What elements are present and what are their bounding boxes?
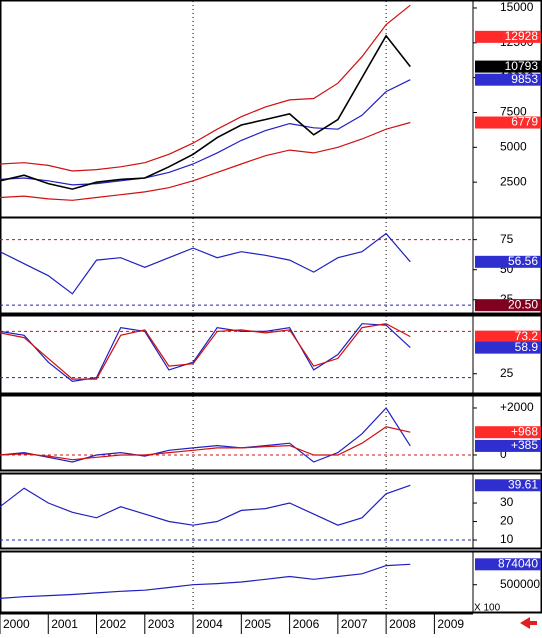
y-tick-label: 5000	[500, 139, 527, 153]
scroll-arrow[interactable]	[520, 617, 537, 629]
unit-note: X 100	[474, 603, 501, 614]
series-line	[0, 79, 411, 186]
series-line	[0, 484, 411, 526]
last-value-box	[475, 426, 541, 439]
y-tick-label: 15000	[500, 0, 534, 14]
last-value-box	[475, 479, 541, 492]
last-value-label: 10793	[505, 59, 539, 73]
y-tick-label: 2500	[500, 174, 527, 188]
last-value-box	[475, 330, 541, 343]
y-tick-label: 20	[500, 514, 514, 528]
x-tick-label: 2008	[389, 617, 416, 631]
last-value-label: 12928	[505, 29, 539, 43]
x-tick-label: 2006	[293, 617, 320, 631]
series-line	[0, 323, 411, 380]
last-value-label: +385	[511, 438, 538, 452]
x-tick-label: 2009	[437, 617, 464, 631]
x-tick-label: 2004	[196, 617, 223, 631]
last-value-box	[475, 73, 541, 86]
last-value-label: 39.61	[508, 477, 538, 491]
y-tick-label: 10	[500, 532, 514, 546]
last-value-label: 9853	[511, 72, 538, 86]
x-tick-label: 2000	[3, 617, 30, 631]
x-tick-label: 2002	[100, 617, 127, 631]
last-value-label: 20.50	[508, 297, 538, 311]
series-line	[0, 426, 411, 461]
y-tick-label: +2000	[500, 400, 534, 414]
y-tick-label: 0	[500, 447, 507, 461]
series-line	[0, 34, 411, 190]
last-value-box	[475, 60, 541, 73]
series-line	[0, 323, 411, 383]
last-value-label: 874040	[498, 556, 538, 570]
y-tick-label: 75	[500, 232, 514, 246]
last-value-box	[475, 299, 541, 312]
x-tick-label: 2003	[148, 617, 175, 631]
x-tick-label: 2005	[244, 617, 271, 631]
last-value-label: +968	[511, 424, 538, 438]
series-line	[0, 563, 411, 599]
last-value-box	[475, 30, 541, 43]
series-line	[0, 4, 411, 172]
y-tick-label: 25	[500, 366, 514, 380]
x-tick-label: 2007	[341, 617, 368, 631]
series-line	[0, 407, 411, 463]
y-tick-label: 30	[500, 495, 514, 509]
series-line	[0, 121, 411, 201]
series-line	[0, 232, 411, 295]
last-value-box	[475, 439, 541, 452]
last-value-box	[475, 255, 541, 268]
last-value-label: 56.56	[508, 254, 538, 268]
y-tick-label: 500000	[500, 577, 540, 591]
y-tick-label: 7500	[500, 105, 527, 119]
x-tick-label: 2001	[51, 617, 78, 631]
last-value-box	[475, 558, 541, 571]
last-value-label: 73.2	[515, 329, 539, 343]
last-value-box	[475, 341, 541, 354]
last-value-label: 58.9	[515, 340, 539, 354]
last-value-label: 6779	[511, 115, 538, 129]
last-value-box	[475, 116, 541, 129]
